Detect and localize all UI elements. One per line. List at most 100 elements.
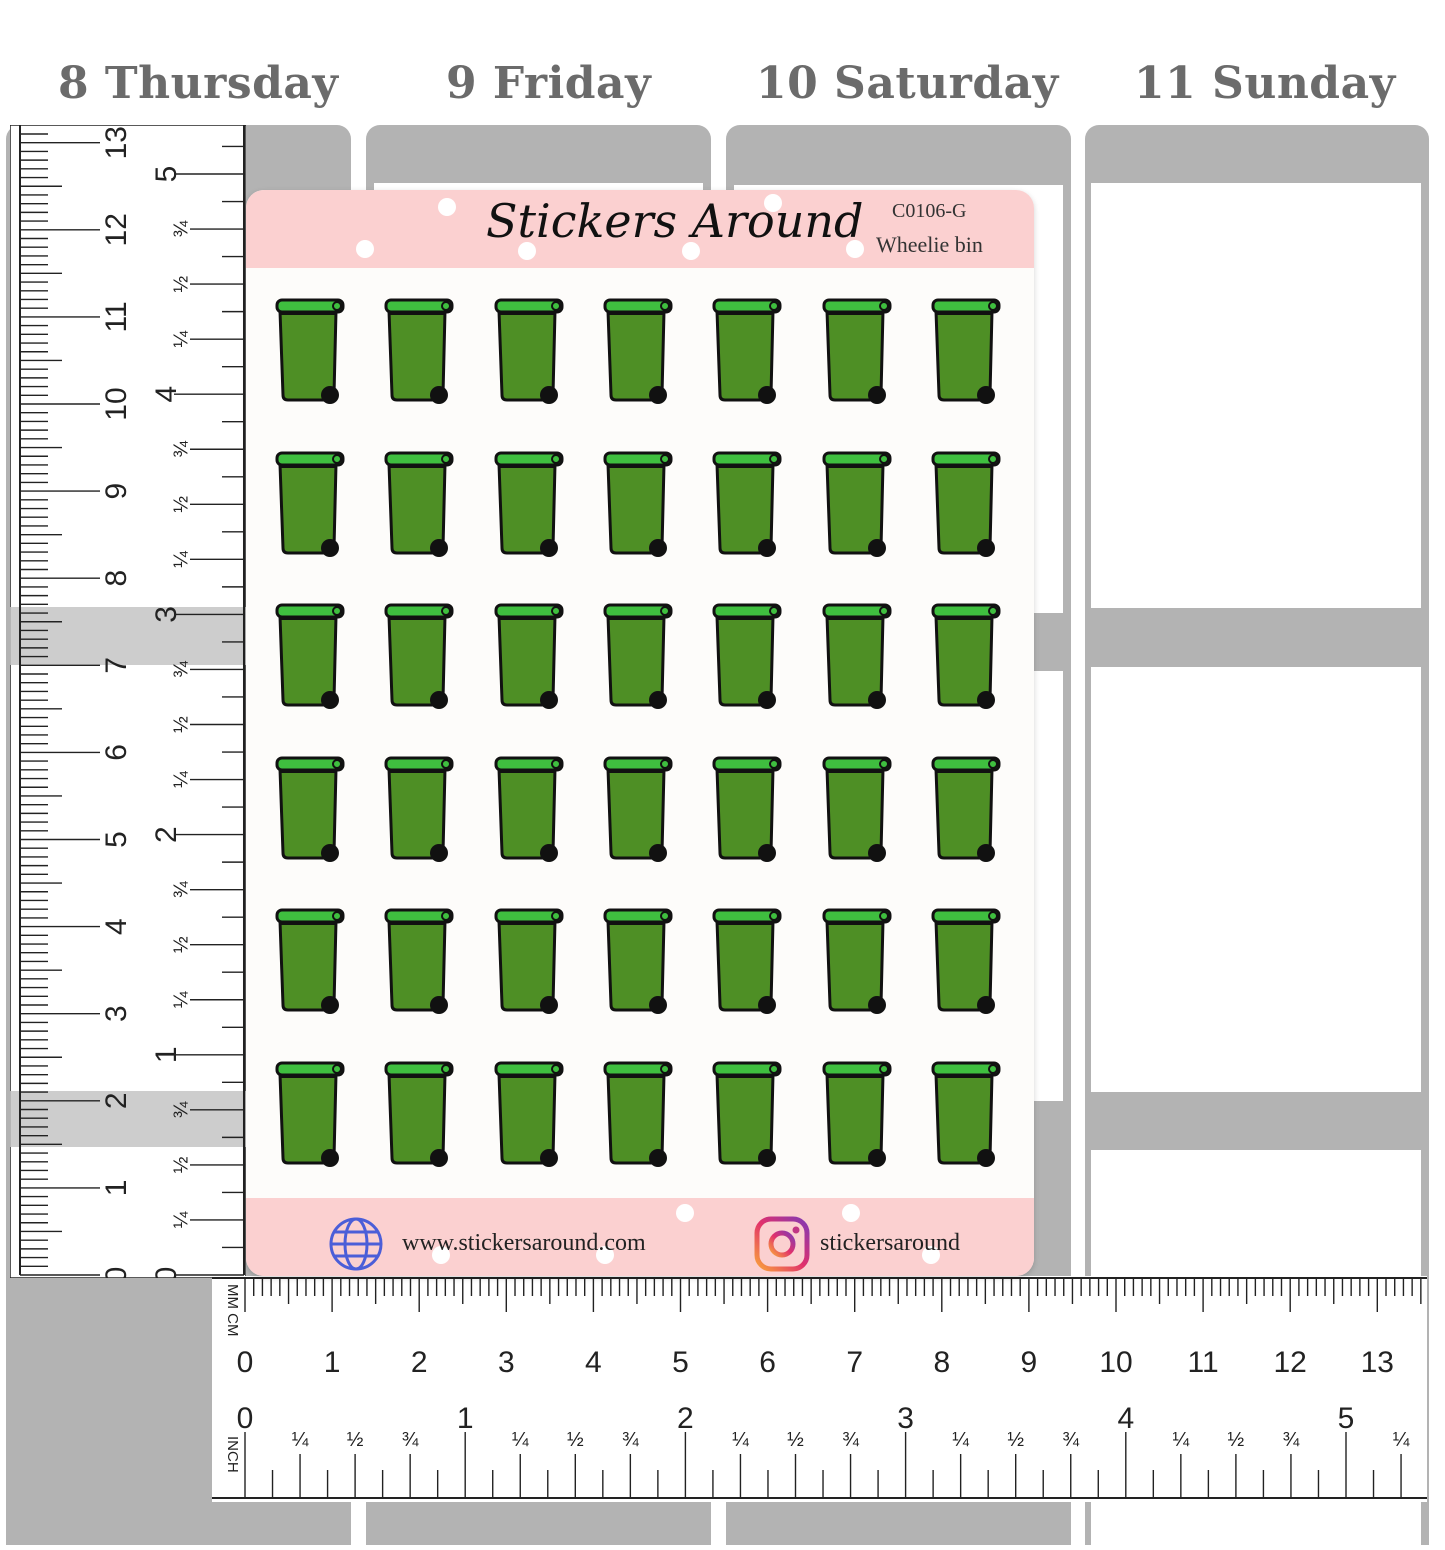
decor-dot — [842, 1204, 860, 1222]
ruler-cm-label: 7 — [100, 657, 133, 674]
decor-dot — [518, 242, 536, 260]
wheelie-bin-icon — [711, 448, 789, 560]
wheelie-bin-icon — [821, 753, 899, 865]
ruler-inch-label: ¾ — [170, 661, 192, 678]
wheelie-bin-icon — [602, 600, 680, 712]
sheet-footer: www.stickersaround.com stickersaround — [246, 1198, 1034, 1276]
instagram-icon — [754, 1216, 810, 1276]
wheelie-bin-icon — [821, 600, 899, 712]
ruler-inch-label: 5 — [150, 166, 183, 183]
ruler-inch-label: ¾ — [170, 881, 192, 898]
ruler-inch-label: ¼ — [292, 1429, 309, 1451]
ruler-cm-label: 7 — [846, 1346, 863, 1379]
ruler-cm-label: 13 — [1361, 1346, 1394, 1379]
wheelie-bin-icon — [274, 600, 352, 712]
ruler-inch-label: ¾ — [1062, 1429, 1079, 1451]
wheelie-bin-icon — [274, 1058, 352, 1170]
wheelie-bin-icon — [493, 1058, 571, 1170]
wheelie-bin-icon — [383, 753, 461, 865]
ruler-cm-label: 6 — [759, 1346, 776, 1379]
ruler-cm-label: 1 — [100, 1180, 133, 1197]
ruler-inch-label: ¼ — [952, 1429, 969, 1451]
wheelie-bin-icon — [930, 1058, 1008, 1170]
product-subject: Wheelie bin — [876, 232, 983, 257]
vertical-ruler: 0123456789101112130¼½¾1¼½¾2¼½¾3¼½¾4¼½¾5M… — [9, 124, 247, 1304]
ruler-cm-label: 10 — [100, 387, 133, 420]
ruler-cm-label: 11 — [100, 301, 133, 332]
ruler-cm-label: 0 — [100, 1267, 133, 1278]
wheelie-bin-icon — [821, 448, 899, 560]
decor-dot — [682, 242, 700, 260]
decor-dot — [356, 240, 374, 258]
day-box — [1091, 183, 1421, 608]
ruler-inch-label: ¾ — [622, 1429, 639, 1451]
ruler-cm-label: 5 — [100, 831, 133, 848]
ruler-cm-label: 9 — [1021, 1346, 1038, 1379]
product-code: C0106-G — [892, 200, 967, 222]
ruler-inch-label: 2 — [677, 1402, 694, 1435]
ruler-inch-label: 3 — [150, 606, 183, 623]
wheelie-bin-icon — [493, 753, 571, 865]
wheelie-bin-icon — [711, 600, 789, 712]
ruler-inch-label: ½ — [787, 1429, 804, 1451]
ruler-cm-label: 8 — [933, 1346, 950, 1379]
decor-dot — [676, 1204, 694, 1222]
wheelie-bin-icon — [274, 448, 352, 560]
wheelie-bin-icon — [930, 753, 1008, 865]
ruler-inch-label: 0 — [150, 1267, 183, 1278]
ruler-inch-label: 5 — [1338, 1402, 1355, 1435]
wheelie-bin-icon — [274, 905, 352, 1017]
ruler-cm-label: 9 — [100, 483, 133, 500]
ruler-inch-label: ½ — [170, 716, 192, 733]
ruler-cm-label: 6 — [100, 744, 133, 761]
ruler-cm-label: 11 — [1188, 1346, 1219, 1379]
ruler-inch-label: ½ — [170, 936, 192, 953]
ruler-cm-label: 12 — [100, 213, 133, 246]
day-label-saturday: 10 Saturday — [756, 58, 1059, 109]
ruler-inch-label: ½ — [347, 1429, 364, 1451]
ruler-inch-label: ¾ — [842, 1429, 859, 1451]
ruler-unit-label: INCH — [224, 1436, 241, 1473]
ruler-inch-label: 4 — [1117, 1402, 1134, 1435]
ruler-cm-label: 3 — [498, 1346, 515, 1379]
ruler-cm-label: 1 — [324, 1346, 341, 1379]
instagram-handle[interactable]: stickersaround — [820, 1230, 960, 1256]
wheelie-bin-icon — [493, 448, 571, 560]
ruler-inch-label: ¼ — [512, 1429, 529, 1451]
ruler-inch-label: ¼ — [170, 1211, 192, 1228]
ruler-cm-label: 10 — [1099, 1346, 1132, 1379]
wheelie-bin-icon — [602, 753, 680, 865]
decor-dot — [432, 1246, 450, 1264]
ruler-inch-label: 1 — [457, 1402, 474, 1435]
wheelie-bin-icon — [493, 600, 571, 712]
wheelie-bin-icon — [383, 1058, 461, 1170]
wheelie-bin-icon — [602, 295, 680, 407]
ruler-inch-label: ½ — [170, 1156, 192, 1173]
ruler-inch-label: ½ — [170, 275, 192, 292]
decor-dot — [438, 198, 456, 216]
wheelie-bin-icon — [930, 600, 1008, 712]
wheelie-bin-icon — [602, 905, 680, 1017]
day-label-thursday: 8 Thursday — [58, 58, 339, 109]
ruler-inch-label: ¼ — [170, 551, 192, 568]
sticker-sheet: Stickers Around C0106-G Wheelie bin www.… — [246, 190, 1034, 1276]
ruler-cm-label: 8 — [100, 570, 133, 587]
wheelie-bin-icon — [711, 1058, 789, 1170]
ruler-inch-label: ¼ — [1393, 1429, 1410, 1451]
ruler-inch-label: ½ — [1007, 1429, 1024, 1451]
decor-dot — [596, 1246, 614, 1264]
ruler-cm-label: 5 — [672, 1346, 689, 1379]
ruler-cm-label: 12 — [1274, 1346, 1307, 1379]
ruler-inch-label: ¾ — [1283, 1429, 1300, 1451]
decor-dot — [846, 240, 864, 258]
wheelie-bin-icon — [821, 1058, 899, 1170]
wheelie-bin-icon — [493, 295, 571, 407]
wheelie-bin-icon — [383, 448, 461, 560]
day-box — [1091, 667, 1421, 1092]
wheelie-bin-icon — [274, 753, 352, 865]
ruler-cm-label: 0 — [237, 1346, 254, 1379]
website-link[interactable]: www.stickersaround.com — [402, 1230, 646, 1256]
sheet-header: Stickers Around C0106-G Wheelie bin — [246, 190, 1034, 268]
wheelie-bin-icon — [711, 905, 789, 1017]
